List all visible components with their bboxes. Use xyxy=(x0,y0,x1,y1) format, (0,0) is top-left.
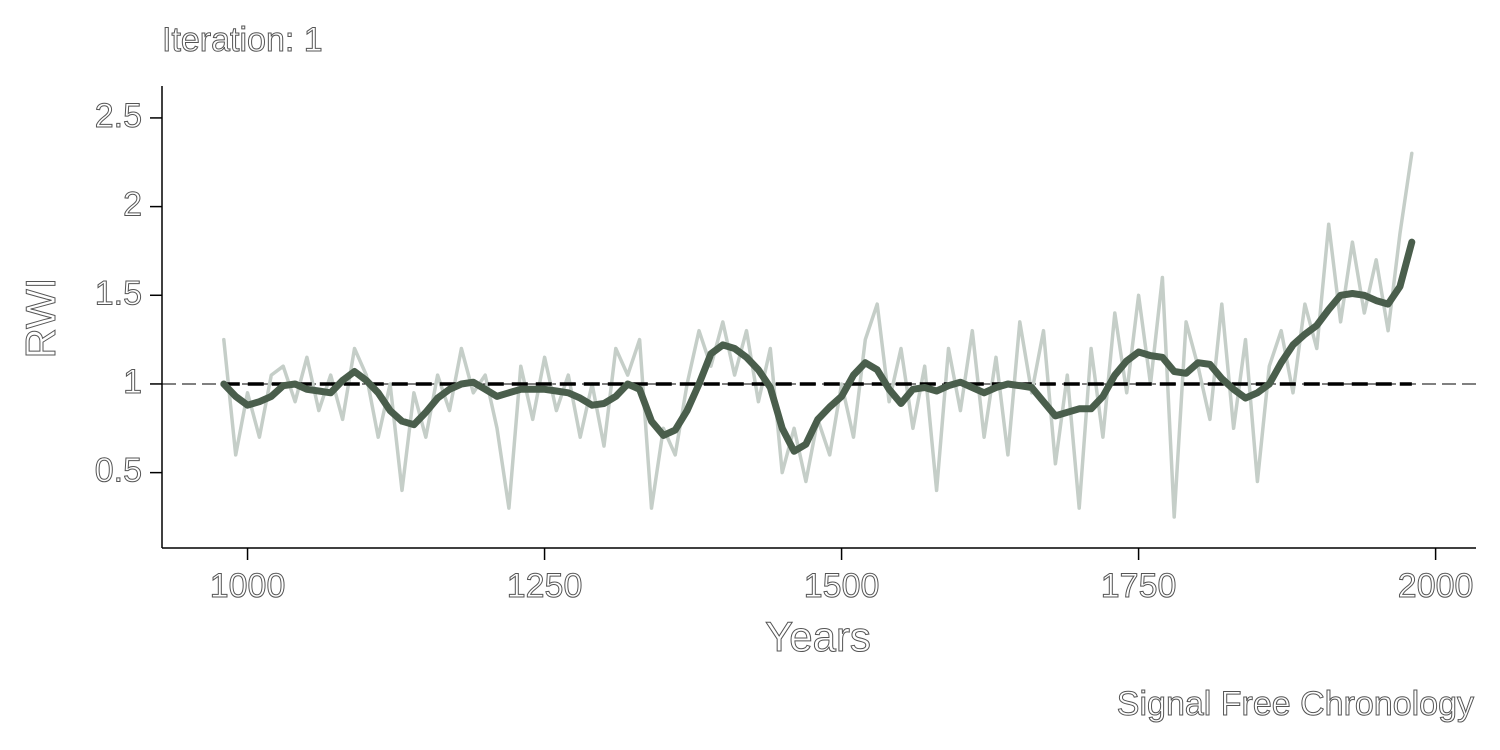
x-tick-label: 1000 xyxy=(210,567,286,605)
y-axis-label: RWI xyxy=(17,278,64,359)
series-line xyxy=(222,151,1414,519)
chart-title: Iteration: 1 xyxy=(162,21,323,59)
x-tick-label: 1500 xyxy=(804,567,880,605)
x-tick-label: 1250 xyxy=(507,567,583,605)
series-line xyxy=(220,238,1416,455)
x-tick-label: 2000 xyxy=(1398,567,1474,605)
y-tick-label: 1 xyxy=(123,363,142,401)
y-tick-label: 2 xyxy=(123,186,142,224)
caption: Signal Free Chronology xyxy=(1117,685,1474,723)
y-tick-label: 1.5 xyxy=(95,274,142,312)
y-tick-label: 2.5 xyxy=(95,97,142,135)
y-tick-label: 0.5 xyxy=(95,452,142,490)
x-axis-label: Years xyxy=(765,613,871,660)
x-tick-label: 1750 xyxy=(1101,567,1177,605)
